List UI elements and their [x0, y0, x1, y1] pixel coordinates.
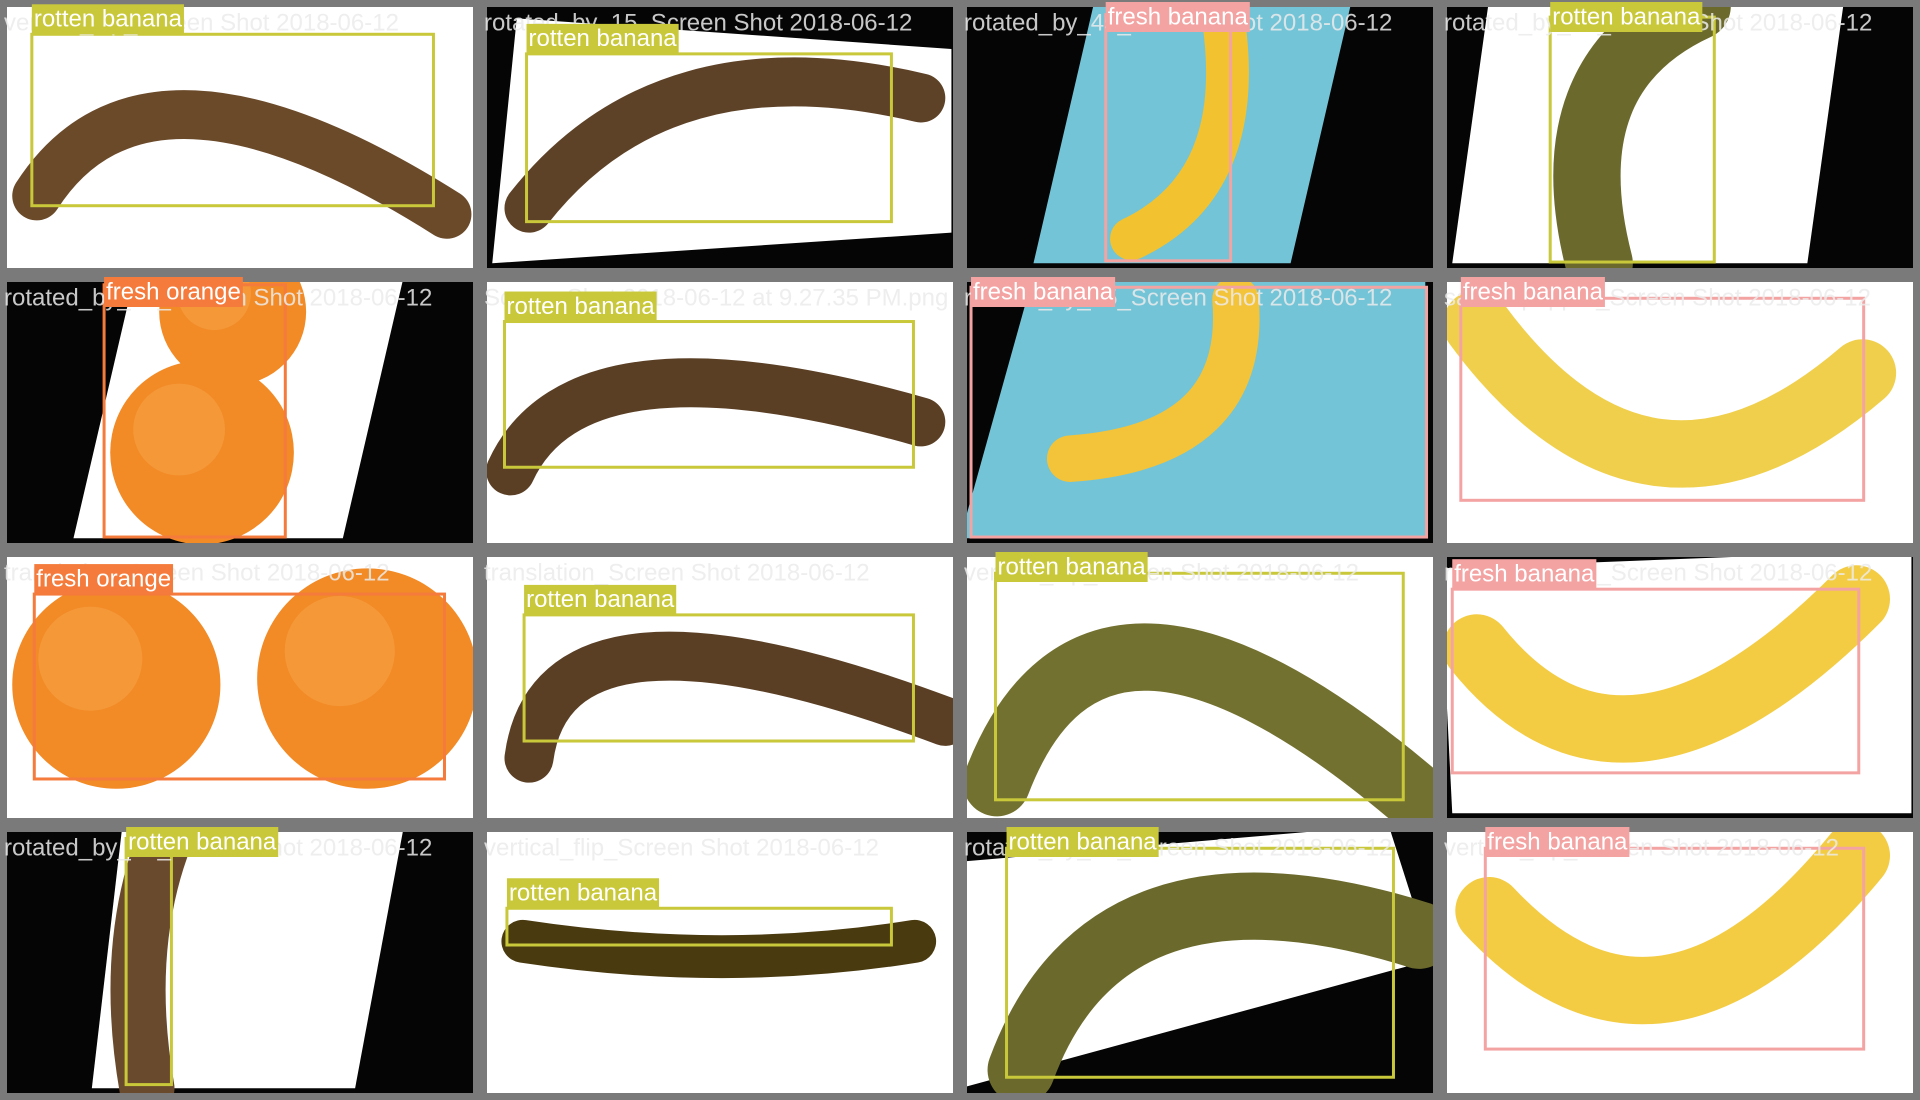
- detection-label: fresh banana: [1487, 828, 1628, 855]
- detection-label: rotten banana: [998, 553, 1147, 580]
- detection-label: rotten banana: [526, 586, 675, 613]
- tile-image: [967, 282, 1433, 543]
- label-background: [1452, 559, 1597, 590]
- image-region: [1033, 7, 1351, 264]
- banana: [1447, 290, 1897, 488]
- detection-label: rotten banana: [1552, 3, 1701, 30]
- detection-label: rotten banana: [509, 880, 658, 907]
- banana: [501, 919, 937, 979]
- detection-label: rotten banana: [128, 828, 277, 855]
- labels: rotten banana rotten banana fresh banana ro…: [31, 2, 1703, 909]
- bounding-box: [32, 592, 446, 781]
- label-background: [1105, 2, 1250, 32]
- label-background: [1485, 827, 1630, 857]
- detection-label: fresh banana: [973, 278, 1114, 305]
- bounding-box: [1459, 296, 1866, 502]
- detection-label: rotten banana: [1009, 828, 1158, 855]
- tile-image: [7, 282, 473, 543]
- label-background: [524, 584, 677, 615]
- tile-image: [1447, 7, 1913, 268]
- tile-image: [7, 557, 473, 818]
- detection-label: fresh banana: [1454, 561, 1595, 588]
- filename: translation_Screen Shot 2018-06-12: [484, 559, 870, 586]
- label-background: [1550, 2, 1703, 32]
- banana: [1447, 565, 1891, 763]
- tile-image: [967, 832, 1433, 1093]
- banana: [110, 832, 193, 1093]
- bounding-box: [505, 906, 893, 947]
- label-background: [126, 827, 279, 857]
- banana: [504, 57, 946, 233]
- orange-shade: [133, 383, 225, 476]
- banana: [504, 631, 953, 783]
- label-background: [1460, 277, 1605, 307]
- label-background: [104, 277, 243, 307]
- bounding-box: [1450, 587, 1861, 775]
- detection-label: fresh banana: [1463, 278, 1604, 305]
- tile-image: [1447, 557, 1913, 818]
- banana: [12, 90, 472, 239]
- bounding-box: [1005, 846, 1395, 1079]
- tile-image: [487, 282, 953, 543]
- filename: vertical_flip_Screen Shot 2018-06-12: [484, 834, 879, 861]
- detection-label: fresh orange: [36, 565, 171, 592]
- label-background: [34, 564, 174, 595]
- tile-image: [1447, 832, 1913, 1093]
- bounding-box: [522, 613, 915, 743]
- banana: [1046, 282, 1260, 482]
- orange-shade: [284, 595, 395, 707]
- detection-label: fresh orange: [106, 278, 241, 305]
- detection-label: rotten banana: [506, 293, 655, 320]
- detection-label: fresh banana: [1108, 3, 1249, 30]
- label-background: [506, 878, 660, 909]
- banana: [1455, 832, 1891, 1025]
- label-background: [971, 277, 1116, 307]
- banana: [487, 358, 946, 496]
- tile-image: [487, 7, 953, 268]
- banana: [1110, 7, 1249, 261]
- tile-image: [967, 557, 1433, 818]
- label-background: [504, 291, 657, 322]
- tile-image: [487, 832, 953, 1093]
- bounding-box: [525, 52, 893, 224]
- label-background: [1006, 827, 1159, 857]
- detection-label: rotten banana: [34, 6, 183, 33]
- images: [7, 7, 1913, 1093]
- banana: [987, 872, 1433, 1093]
- banana: [967, 623, 1433, 818]
- orange-shade: [38, 606, 143, 711]
- label-background: [526, 23, 679, 54]
- bounding-box: [30, 32, 435, 208]
- tile-image: [1447, 282, 1913, 543]
- tile-image: [7, 7, 473, 268]
- bounding-box: [502, 320, 915, 469]
- bounding-box: [1483, 846, 1866, 1051]
- tile-image: [967, 7, 1433, 268]
- tile-image: [7, 832, 473, 1093]
- bounding-box: [994, 571, 1405, 802]
- label-background: [995, 552, 1148, 582]
- label-background: [31, 4, 184, 35]
- detection-label: rotten banana: [529, 25, 678, 52]
- bounding-box: [969, 285, 1429, 539]
